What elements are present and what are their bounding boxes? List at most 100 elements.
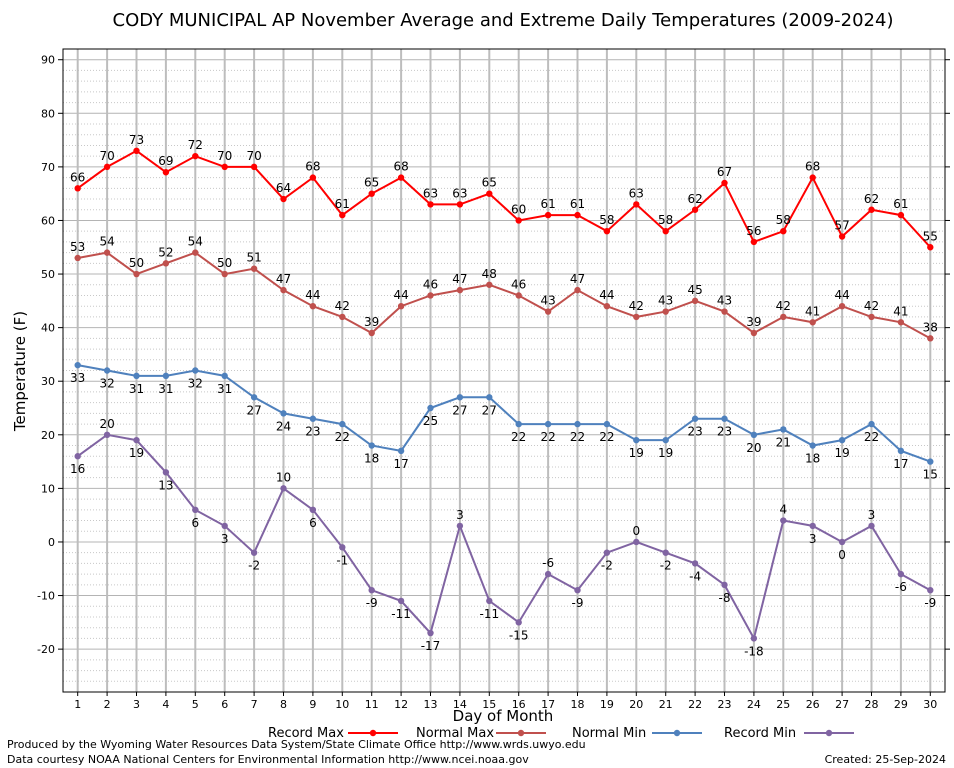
normal-min-point [103, 367, 111, 374]
normal-min-point [868, 420, 875, 428]
x-tick-label: 25 [776, 698, 790, 711]
normal-max-point [691, 297, 699, 305]
x-tick-label: 6 [221, 698, 228, 711]
record-min-data-label: 19 [129, 446, 144, 460]
x-tick-label: 23 [718, 698, 732, 711]
normal-max-data-label: 47 [276, 272, 291, 286]
record-min-data-label: -15 [509, 628, 529, 642]
normal-min-point [809, 442, 816, 449]
record-max-point [780, 227, 787, 235]
normal-max-point [838, 303, 846, 310]
record-max-point [162, 169, 170, 176]
normal-min-point [368, 442, 375, 449]
series [74, 147, 934, 642]
record-min-data-label: -1 [336, 553, 348, 567]
normal-min-data-label: 31 [158, 382, 173, 396]
record-min-point [162, 469, 170, 476]
normal-min-point [750, 431, 758, 438]
normal-min-point [927, 458, 934, 465]
normal-min-data-label: 23 [717, 425, 732, 439]
x-tick-label: 10 [335, 698, 349, 711]
normal-min-point [339, 420, 346, 428]
legend-label-normal-min: Normal Min [572, 726, 646, 741]
record-max-point [280, 195, 287, 203]
record-max-data-label: 73 [129, 133, 144, 147]
record-max-point [927, 244, 934, 251]
record-max-data-label: 61 [540, 197, 555, 211]
record-max-point [868, 206, 875, 213]
record-max-data-label: 64 [276, 181, 291, 195]
x-tick-label: 3 [133, 698, 140, 711]
normal-min-point [309, 415, 317, 422]
x-tick-label: 9 [309, 698, 316, 711]
x-tick-label: 21 [659, 698, 673, 711]
y-tick-label: -10 [37, 590, 55, 603]
record-max-data-label: 57 [834, 219, 849, 233]
legend: Record Max Normal Max Normal Min Record Min [268, 726, 854, 741]
normal-min-point [280, 410, 287, 417]
record-max-data-label: 58 [599, 213, 614, 227]
normal-min-data-label: 22 [570, 430, 585, 444]
normal-max-point [221, 270, 228, 278]
normal-max-point [927, 335, 934, 342]
footer-produced-by: Produced by the Wyoming Water Resources … [7, 738, 586, 751]
record-min-data-label: 6 [309, 516, 317, 530]
record-max-point [133, 147, 140, 155]
normal-min-data-label: 22 [335, 430, 350, 444]
normal-max-point [486, 281, 493, 288]
record-min-point [927, 586, 934, 594]
normal-min-data-label: 27 [452, 403, 467, 417]
normal-max-data-label: 51 [246, 251, 261, 265]
x-tick-label: 18 [571, 698, 585, 711]
normal-min-point [721, 415, 728, 422]
record-min-point [368, 586, 375, 594]
normal-max-point [603, 303, 611, 310]
record-min-point [838, 538, 846, 546]
normal-max-point [574, 286, 581, 294]
x-tick-label: 4 [162, 698, 169, 711]
legend-label-record-min: Record Min [724, 726, 796, 741]
y-tick-label: 60 [41, 214, 55, 227]
record-min-point [486, 597, 493, 605]
normal-max-data-label: 44 [305, 288, 320, 302]
record-min-data-label: -9 [366, 596, 378, 610]
normal-min-data-label: 18 [805, 452, 820, 466]
normal-max-point [103, 249, 111, 256]
record-max-point [221, 163, 228, 171]
normal-max-point [309, 303, 317, 310]
normal-min-point [486, 394, 493, 401]
record-max-data-label: 56 [746, 224, 761, 238]
normal-min-point [662, 436, 669, 444]
x-tick-label: 13 [424, 698, 438, 711]
normal-max-line [77, 251, 931, 340]
y-axis-title: Temperature (F) [11, 311, 29, 432]
record-max-data-label: 69 [158, 154, 173, 168]
record-min-data-label: -4 [689, 569, 701, 583]
normal-max-data-label: 43 [717, 294, 732, 308]
normal-max-point [162, 260, 170, 267]
footer-created: Created: 25-Sep-2024 [825, 753, 946, 766]
normal-min-point [780, 426, 787, 433]
x-tick-label: 16 [512, 698, 526, 711]
record-max-data-label: 65 [364, 176, 379, 190]
record-min-point [250, 549, 258, 556]
record-max-point [750, 238, 758, 246]
record-min-point [868, 522, 875, 530]
record-min-point [397, 597, 405, 605]
normal-max-point [897, 319, 905, 326]
record-min-point [633, 538, 640, 546]
record-max-point [250, 163, 258, 171]
record-max-data-label: 61 [570, 197, 585, 211]
record-max-data-label: 62 [687, 192, 702, 206]
record-max-point [574, 211, 581, 219]
record-min-data-label: -17 [421, 639, 441, 653]
record-min-data-label: 3 [221, 532, 229, 546]
record-max-point [368, 190, 375, 197]
x-tick-label: 20 [629, 698, 643, 711]
normal-max-point [662, 308, 669, 315]
record-min-line [77, 433, 931, 642]
record-max-point [897, 211, 905, 219]
record-min-data-label: -2 [660, 559, 672, 573]
legend-marker-normal-max [517, 729, 525, 737]
